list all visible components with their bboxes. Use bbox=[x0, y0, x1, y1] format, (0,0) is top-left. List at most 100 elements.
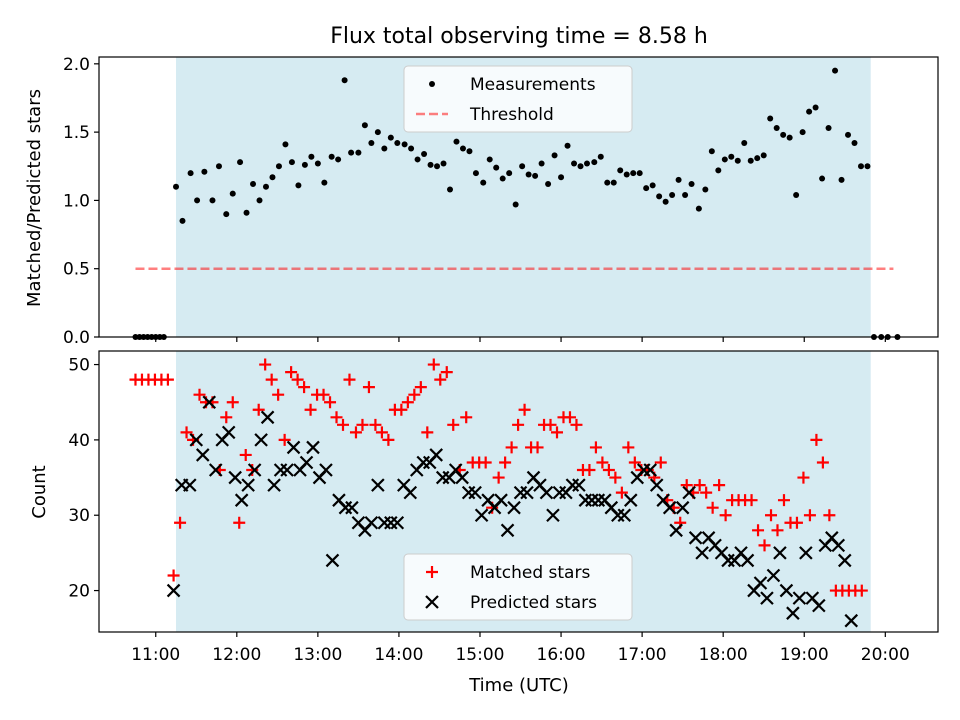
matched-stars-point bbox=[518, 403, 531, 416]
matched-stars-point bbox=[570, 418, 583, 431]
predicted-stars-point bbox=[844, 613, 859, 628]
measurement-point bbox=[838, 176, 845, 183]
measurement-point bbox=[447, 186, 454, 193]
predicted-stars-point bbox=[267, 478, 281, 492]
x-tick-label: 16:00 bbox=[537, 645, 586, 665]
matched-stars-point bbox=[369, 418, 382, 431]
measurement-point bbox=[773, 125, 780, 132]
measurement-point bbox=[591, 159, 598, 166]
measurement-point bbox=[173, 183, 180, 190]
legend-label: Predicted stars bbox=[470, 593, 597, 613]
measurement-point bbox=[493, 164, 500, 171]
measurement-point bbox=[341, 77, 348, 84]
matched-stars-point bbox=[401, 396, 414, 409]
matched-stars-point bbox=[706, 501, 719, 514]
matched-stars-point bbox=[797, 471, 810, 484]
measurement-point bbox=[308, 153, 315, 160]
measurement-point bbox=[480, 179, 487, 186]
measurement-point bbox=[421, 150, 428, 157]
measurement-point bbox=[262, 183, 269, 190]
measurement-point bbox=[630, 170, 637, 177]
matched-stars-point bbox=[810, 433, 823, 446]
measurement-point bbox=[702, 186, 709, 193]
matched-stars-point bbox=[259, 358, 272, 371]
matched-stars-point bbox=[745, 494, 758, 507]
measurement-point bbox=[201, 168, 208, 175]
measurement-point bbox=[453, 138, 460, 145]
predicted-stars-point bbox=[254, 433, 268, 447]
legend-label: Measurements bbox=[470, 75, 596, 95]
measurement-point bbox=[604, 179, 611, 186]
measurement-point bbox=[374, 129, 381, 136]
ratio-panel: 0.0 0.5 1.0 1.5 2.0 Measurements Threshold bbox=[63, 55, 939, 348]
y-tick-label: 1.5 bbox=[63, 123, 90, 143]
measurement-point bbox=[662, 198, 669, 205]
measurement-point bbox=[643, 185, 650, 192]
predicted-stars-point bbox=[306, 440, 320, 455]
predicted-stars-point bbox=[799, 546, 813, 560]
x-axis-label: Time (UTC) bbox=[468, 675, 569, 696]
matched-stars-point bbox=[654, 456, 667, 469]
matched-stars-point bbox=[771, 524, 784, 537]
measurement-point bbox=[780, 131, 787, 138]
y-tick-label: 20 bbox=[68, 582, 90, 602]
matched-stars-point bbox=[180, 426, 193, 439]
measurement-point bbox=[179, 217, 186, 224]
x-tick-label: 12:00 bbox=[212, 645, 261, 665]
matched-stars-point bbox=[395, 403, 408, 416]
matched-stars-point bbox=[317, 388, 330, 401]
matched-stars-point bbox=[421, 426, 434, 439]
measurement-point bbox=[734, 157, 741, 164]
matched-stars-point bbox=[628, 456, 641, 469]
matched-stars-point bbox=[161, 373, 174, 386]
measurement-point bbox=[394, 140, 401, 147]
measurement-point bbox=[760, 152, 767, 159]
predicted-stars-point bbox=[247, 463, 262, 477]
legend-label: Threshold bbox=[469, 105, 554, 125]
matched-stars-point bbox=[272, 388, 285, 401]
matched-stars-point bbox=[615, 486, 628, 499]
matched-stars-point bbox=[174, 516, 187, 529]
measurement-point bbox=[532, 172, 539, 179]
predicted-stars-point bbox=[390, 515, 405, 530]
measurement-point bbox=[577, 163, 584, 170]
measurement-point bbox=[708, 148, 715, 155]
measurement-point bbox=[675, 176, 682, 183]
y-tick-label: 1.0 bbox=[63, 191, 90, 211]
predicted-stars-point bbox=[319, 463, 333, 477]
matched-stars-point bbox=[239, 448, 252, 461]
measurement-point bbox=[747, 157, 754, 164]
measurement-point bbox=[728, 153, 735, 160]
predicted-stars-point bbox=[507, 500, 521, 515]
predicted-stars-point bbox=[649, 478, 664, 492]
matched-stars-point bbox=[193, 388, 206, 401]
measurement-point bbox=[832, 67, 839, 74]
matched-stars-point bbox=[278, 433, 291, 446]
measurement-point bbox=[786, 134, 793, 141]
x-tick-label: 19:00 bbox=[780, 645, 829, 665]
x-tick-label: 17:00 bbox=[618, 645, 667, 665]
measurement-point bbox=[408, 145, 415, 152]
measurement-point bbox=[414, 156, 421, 163]
predicted-stars-point bbox=[299, 455, 314, 470]
measurement-point bbox=[434, 163, 441, 170]
measurement-point bbox=[564, 142, 571, 149]
matched-stars-point bbox=[291, 373, 304, 386]
predicted-stars-point bbox=[403, 485, 418, 500]
predicted-stars-point bbox=[623, 493, 638, 507]
matched-stars-point bbox=[362, 381, 375, 394]
measurement-point bbox=[799, 129, 806, 136]
matched-stars-point bbox=[700, 486, 713, 499]
matched-stars-point bbox=[777, 494, 790, 507]
matched-stars-point bbox=[220, 411, 233, 424]
measurement-point bbox=[688, 181, 695, 188]
measurement-point bbox=[459, 145, 466, 152]
measurement-point bbox=[321, 179, 328, 186]
predicted-stars-point bbox=[753, 576, 768, 590]
measurement-point bbox=[558, 174, 565, 181]
matched-stars-point bbox=[602, 464, 615, 477]
predicted-stars-point bbox=[468, 485, 482, 500]
matched-stars-point bbox=[349, 426, 362, 439]
measurement-point bbox=[440, 160, 447, 167]
measurement-point bbox=[623, 171, 630, 178]
